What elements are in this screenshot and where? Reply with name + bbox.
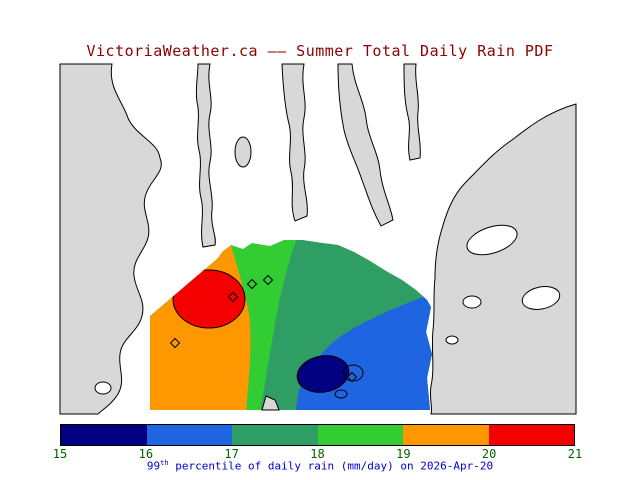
station-marker xyxy=(262,274,274,286)
colorbar-tick: 18 xyxy=(310,447,325,461)
contour-band-15-16 xyxy=(296,355,350,393)
island xyxy=(521,286,561,310)
colorbar xyxy=(60,424,575,446)
colorbar-tick: 17 xyxy=(224,447,239,461)
station-marker xyxy=(227,291,239,303)
colorbar-tick: 19 xyxy=(396,447,411,461)
islands xyxy=(94,224,561,395)
colorbar-tick: 21 xyxy=(567,447,583,461)
colorbar-tick: 20 xyxy=(481,447,497,461)
colorbar-segment xyxy=(317,425,403,445)
station-marker xyxy=(169,337,181,349)
station-marker xyxy=(246,278,258,290)
station-markers xyxy=(169,274,358,383)
island xyxy=(462,295,482,309)
colorbar-ticks: 15 16 17 18 19 20 21 xyxy=(53,447,582,461)
colorbar-tick: 15 xyxy=(52,447,68,461)
coastline-left-sea xyxy=(59,63,162,415)
caption-text: percentile of daily rain (mm/day) on 202… xyxy=(168,459,494,473)
coastline-islet-outline xyxy=(334,389,348,399)
coastline-right-sea xyxy=(429,103,577,415)
lake xyxy=(234,136,252,168)
colorbar-segment xyxy=(488,425,574,445)
island xyxy=(94,381,112,395)
caption-number: 99 xyxy=(146,459,161,473)
colorbar-segment xyxy=(403,425,489,445)
contour-field xyxy=(150,240,432,410)
caption-superscript: th xyxy=(160,459,169,467)
sea-water xyxy=(59,63,577,415)
colorbar-caption: 99th percentile of daily rain (mm/day) o… xyxy=(0,459,640,473)
station-marker xyxy=(346,371,358,383)
coastline-inlet-1 xyxy=(195,63,216,248)
island xyxy=(445,335,459,345)
contour-band-19-20 xyxy=(150,245,251,410)
contour-band-20-21 xyxy=(172,269,246,329)
colorbar-segment xyxy=(232,425,318,445)
coastline-inlet-2 xyxy=(281,63,308,222)
coastline-inlet-4 xyxy=(403,63,421,161)
island xyxy=(466,224,518,256)
colorbar-segment xyxy=(146,425,232,445)
colorbar-tick: 16 xyxy=(138,447,154,461)
coastline-inlet-3 xyxy=(337,63,394,227)
page-title: VictoriaWeather.ca —— Summer Total Daily… xyxy=(86,42,554,60)
colorbar-segment xyxy=(61,425,147,445)
coastline-harbour xyxy=(261,395,280,411)
